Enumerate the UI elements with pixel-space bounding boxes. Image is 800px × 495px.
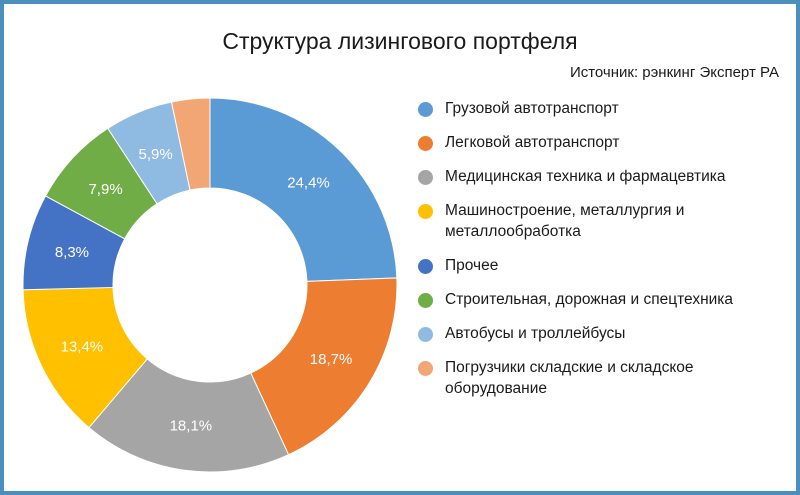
segment-label: 5,9% — [139, 146, 173, 163]
legend-label: Медицинская техника и фармацевтика — [445, 168, 726, 185]
legend-label: Прочее — [445, 257, 499, 274]
donut-segment — [250, 277, 398, 456]
legend-item: Автобусы и троллейбусы — [418, 323, 788, 344]
legend-marker-icon — [418, 102, 433, 117]
legend-marker-icon — [418, 259, 433, 274]
legend-marker-icon — [418, 361, 433, 376]
legend-label: Машиностроение, металлургия и металлообр… — [445, 202, 685, 240]
donut-segment — [170, 97, 211, 191]
legend-item: Машиностроение, металлургия и металлообр… — [418, 200, 788, 242]
legend-label: Грузовой автотранспорт — [445, 100, 619, 117]
legend-item: Медицинская техника и фармацевтика — [418, 166, 788, 187]
legend-marker-icon — [418, 204, 433, 219]
legend-marker-icon — [418, 327, 433, 342]
legend-item: Легковой автотранспорт — [418, 132, 788, 153]
segment-label: 8,3% — [55, 244, 89, 261]
legend-label: Легковой автотранспорт — [445, 134, 620, 151]
segment-label: 18,1% — [170, 418, 213, 435]
segment-label: 24,4% — [287, 175, 330, 192]
segment-label: 18,7% — [310, 351, 353, 368]
legend-marker-icon — [418, 136, 433, 151]
chart-title: Структура лизингового портфеля — [222, 28, 578, 54]
legend-item: Грузовой автотранспорт — [418, 98, 788, 119]
legend-item: Строительная, дорожная и спецтехника — [418, 289, 788, 310]
legend-label: Погрузчики складские и складское оборудо… — [445, 359, 694, 397]
donut-segment — [209, 97, 398, 282]
donut-segment — [88, 358, 290, 473]
segment-label: 13,4% — [61, 338, 104, 355]
legend-label: Строительная, дорожная и спецтехника — [445, 291, 734, 308]
legend-item: Погрузчики складские и складское оборудо… — [418, 357, 788, 399]
legend-label: Автобусы и троллейбусы — [445, 325, 626, 342]
segment-label: 7,9% — [88, 181, 122, 198]
legend-marker-icon — [418, 170, 433, 185]
legend-item: Прочее — [418, 255, 788, 276]
legend-marker-icon — [418, 293, 433, 308]
legend: Грузовой автотранспорт Легковой автотранс… — [418, 98, 788, 399]
chart-source: Источник: рэнкинг Эксперт РА — [569, 64, 779, 81]
